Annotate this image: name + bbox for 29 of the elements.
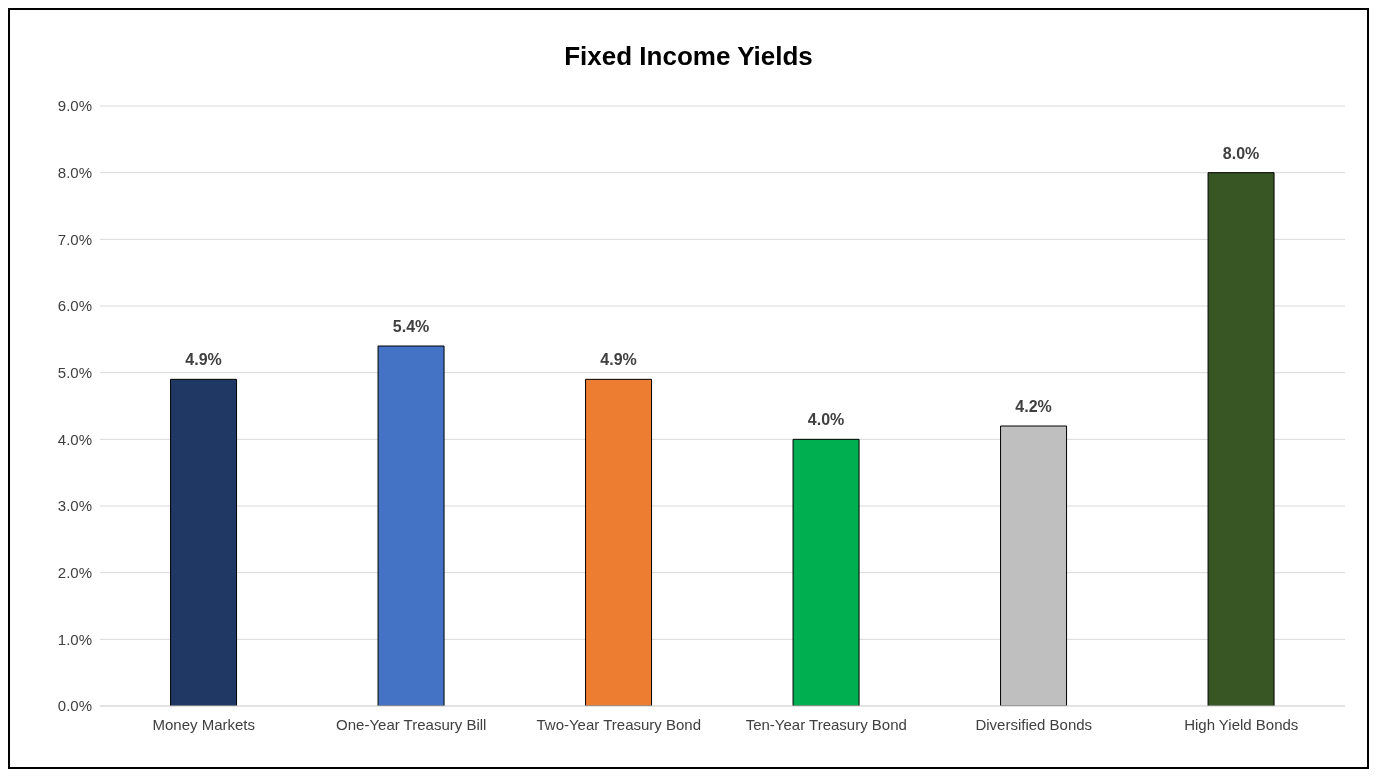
y-tick-label: 6.0% (57, 297, 92, 315)
x-tick-label: Money Markets (152, 716, 256, 733)
data-label: 4.0% (807, 411, 845, 429)
bar (1207, 172, 1275, 706)
y-tick-label: 8.0% (57, 163, 92, 181)
x-tick-label: One-Year Treasury Bill (336, 716, 487, 733)
y-tick-label: 0.0% (57, 697, 92, 715)
y-tick-label: 5.0% (57, 363, 92, 381)
x-tick-label: Two-Year Treasury Bond (536, 716, 702, 733)
data-label: 8.0% (1222, 144, 1260, 162)
y-tick-label: 9.0% (57, 97, 92, 115)
data-label: 4.9% (185, 351, 222, 369)
y-tick-label: 3.0% (57, 497, 92, 515)
bar (170, 378, 238, 706)
x-tick-label: High Yield Bonds (1184, 716, 1299, 733)
y-tick-label: 1.0% (57, 630, 92, 648)
y-tick-label: 7.0% (57, 230, 92, 248)
x-tick-label: Diversified Bonds (975, 716, 1093, 733)
y-tick-label: 4.0% (57, 430, 92, 448)
y-tick-label: 2.0% (57, 563, 92, 581)
data-label: 5.4% (392, 318, 430, 335)
chart-title: Fixed Income Yields (563, 40, 814, 73)
x-tick-label: Ten-Year Treasury Bond (745, 716, 907, 733)
bar (377, 345, 445, 706)
data-label: 4.9% (600, 351, 637, 369)
bar (1000, 425, 1068, 706)
bar (585, 378, 653, 706)
data-label: 4.2% (1015, 398, 1052, 415)
bar (792, 438, 860, 706)
